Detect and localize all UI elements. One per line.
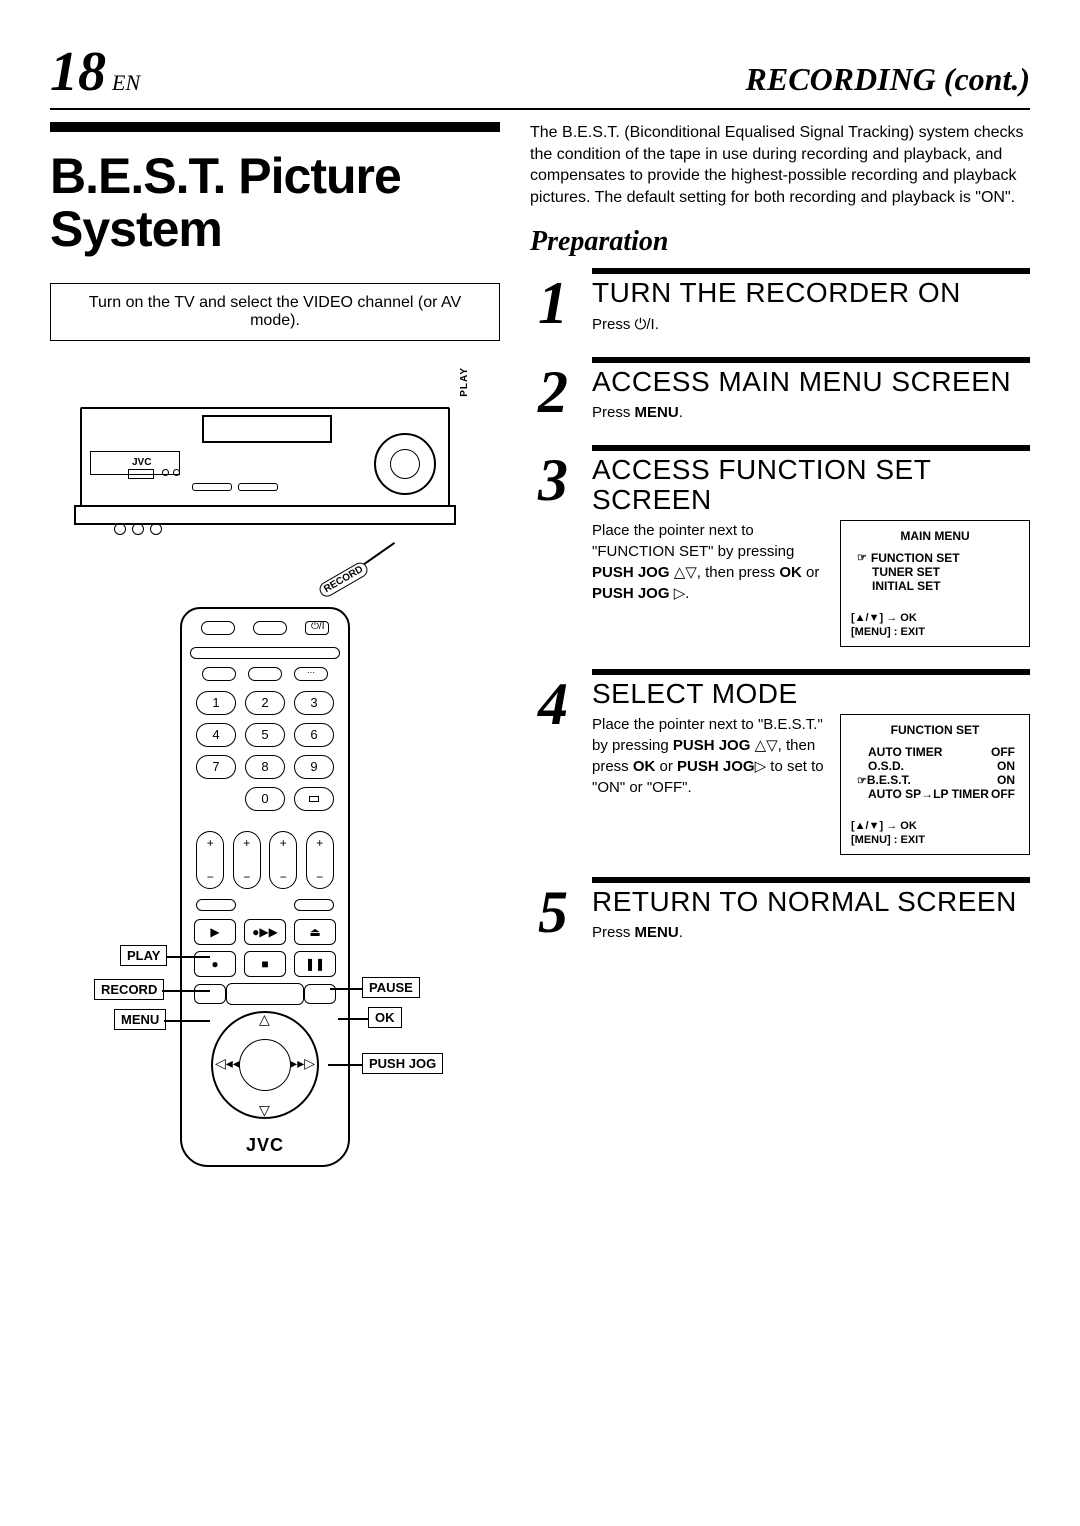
menu-bar-btn [226, 983, 305, 1005]
page-number: 18 [50, 41, 106, 103]
step-5: 5 RETURN TO NORMAL SCREEN Press MENU. [530, 877, 1030, 943]
num-8: 8 [245, 755, 285, 779]
eject-btn-icon: ⏏ [294, 919, 336, 945]
intro-text: The B.E.S.T. (Biconditional Equalised Si… [530, 122, 1030, 208]
page-lang: EN [112, 70, 140, 95]
step-2: 2 ACCESS MAIN MENU SCREEN Press MENU. [530, 357, 1030, 423]
remote-diagram: ⏻/I ⋯ 1 2 3 4 5 6 [50, 607, 480, 1197]
step-title: TURN THE RECORDER ON [592, 278, 1030, 307]
step-num: 2 [530, 357, 576, 423]
page-number-block: 18EN [50, 40, 140, 104]
step-text: Place the pointer next to "FUNCTION SET"… [592, 520, 826, 604]
step-num: 5 [530, 877, 576, 943]
remote-body: ⏻/I ⋯ 1 2 3 4 5 6 [180, 607, 350, 1167]
step-title: SELECT MODE [592, 679, 1030, 708]
callout-record: RECORD [94, 979, 164, 1000]
callout-pause: PAUSE [362, 977, 420, 998]
num-9: 9 [294, 755, 334, 779]
callout-menu: MENU [114, 1009, 166, 1030]
transport-controls: ▶ ●▶▶ ⏏ ● ■ ❚❚ △ [182, 913, 348, 1125]
tv-note-box: Turn on the TV and select the VIDEO chan… [50, 283, 500, 341]
step-text: Place the pointer next to "B.E.S.T." by … [592, 714, 826, 798]
osd-function-set: FUNCTION SET AUTO TIMEROFF O.S.D.ON ☞B.E… [840, 714, 1030, 855]
record-label: RECORD [316, 560, 370, 600]
callout-ok: OK [368, 1007, 402, 1028]
remote-top-row: ⏻/I [182, 609, 348, 639]
callout-play: PLAY [120, 945, 167, 966]
step-text: Press MENU. [592, 402, 1030, 423]
left-column: B.E.S.T. Picture System Turn on the TV a… [50, 122, 500, 1197]
rocker-row: +− +− +− +− [182, 827, 348, 897]
osd-title: FUNCTION SET [851, 723, 1019, 737]
step-num: 3 [530, 445, 576, 646]
topic-title: B.E.S.T. Picture System [50, 150, 500, 255]
step-4: 4 SELECT MODE Place the pointer next to … [530, 669, 1030, 855]
numpad: 1 2 3 4 5 6 7 8 9 [182, 683, 348, 827]
vcr-jog-dial [374, 433, 436, 495]
vcr-cassette-slot [202, 415, 332, 443]
num-2: 2 [245, 691, 285, 715]
num-6: 6 [294, 723, 334, 747]
vcr-body: JVC [80, 407, 450, 507]
step-title: ACCESS MAIN MENU SCREEN [592, 367, 1030, 396]
ffwd-btn-icon: ●▶▶ [244, 919, 286, 945]
pause-btn-icon: ❚❚ [294, 951, 336, 977]
step-title: ACCESS FUNCTION SET SCREEN [592, 455, 1030, 514]
section-title: RECORDING (cont.) [746, 61, 1030, 98]
step-1: 1 TURN THE RECORDER ON Press ⏻/I. [530, 268, 1030, 334]
rec-btn-icon: ● [194, 951, 236, 977]
num-5: 5 [245, 723, 285, 747]
vcr-diagram: PLAY JVC RECORD [50, 367, 480, 567]
step-num: 4 [530, 669, 576, 855]
topic-rule [50, 122, 500, 136]
osd-main-menu: MAIN MENU ☞FUNCTION SET TUNER SET INITIA… [840, 520, 1030, 647]
preparation-heading: Preparation [530, 226, 1030, 258]
step-num: 1 [530, 268, 576, 334]
jog-ring: △ ▽ ◁◂◂ ▸▸▷ [211, 1011, 319, 1119]
remote-brand: JVC [182, 1135, 348, 1156]
step-text: Press ⏻/I. [592, 314, 1030, 335]
num-3: 3 [294, 691, 334, 715]
num-0: 0 [245, 787, 285, 811]
stop-btn-icon: ■ [244, 951, 286, 977]
play-btn-icon: ▶ [194, 919, 236, 945]
callout-push-jog: PUSH JOG [362, 1053, 443, 1074]
step-text: Press MENU. [592, 922, 1030, 943]
vcr-base [74, 505, 456, 525]
play-label: PLAY [459, 367, 470, 397]
num-aux [294, 787, 334, 811]
right-column: The B.E.S.T. (Biconditional Equalised Si… [530, 122, 1030, 1197]
num-7: 7 [196, 755, 236, 779]
num-4: 4 [196, 723, 236, 747]
vcr-display-panel [90, 451, 180, 475]
osd-title: MAIN MENU [851, 529, 1019, 543]
content-columns: B.E.S.T. Picture System Turn on the TV a… [50, 122, 1030, 1197]
page-header: 18EN RECORDING (cont.) [50, 40, 1030, 110]
step-title: RETURN TO NORMAL SCREEN [592, 887, 1030, 916]
power-button-icon: ⏻/I [305, 621, 329, 635]
step-3: 3 ACCESS FUNCTION SET SCREEN Place the p… [530, 445, 1030, 646]
vcr-buttons [192, 483, 278, 491]
num-1: 1 [196, 691, 236, 715]
